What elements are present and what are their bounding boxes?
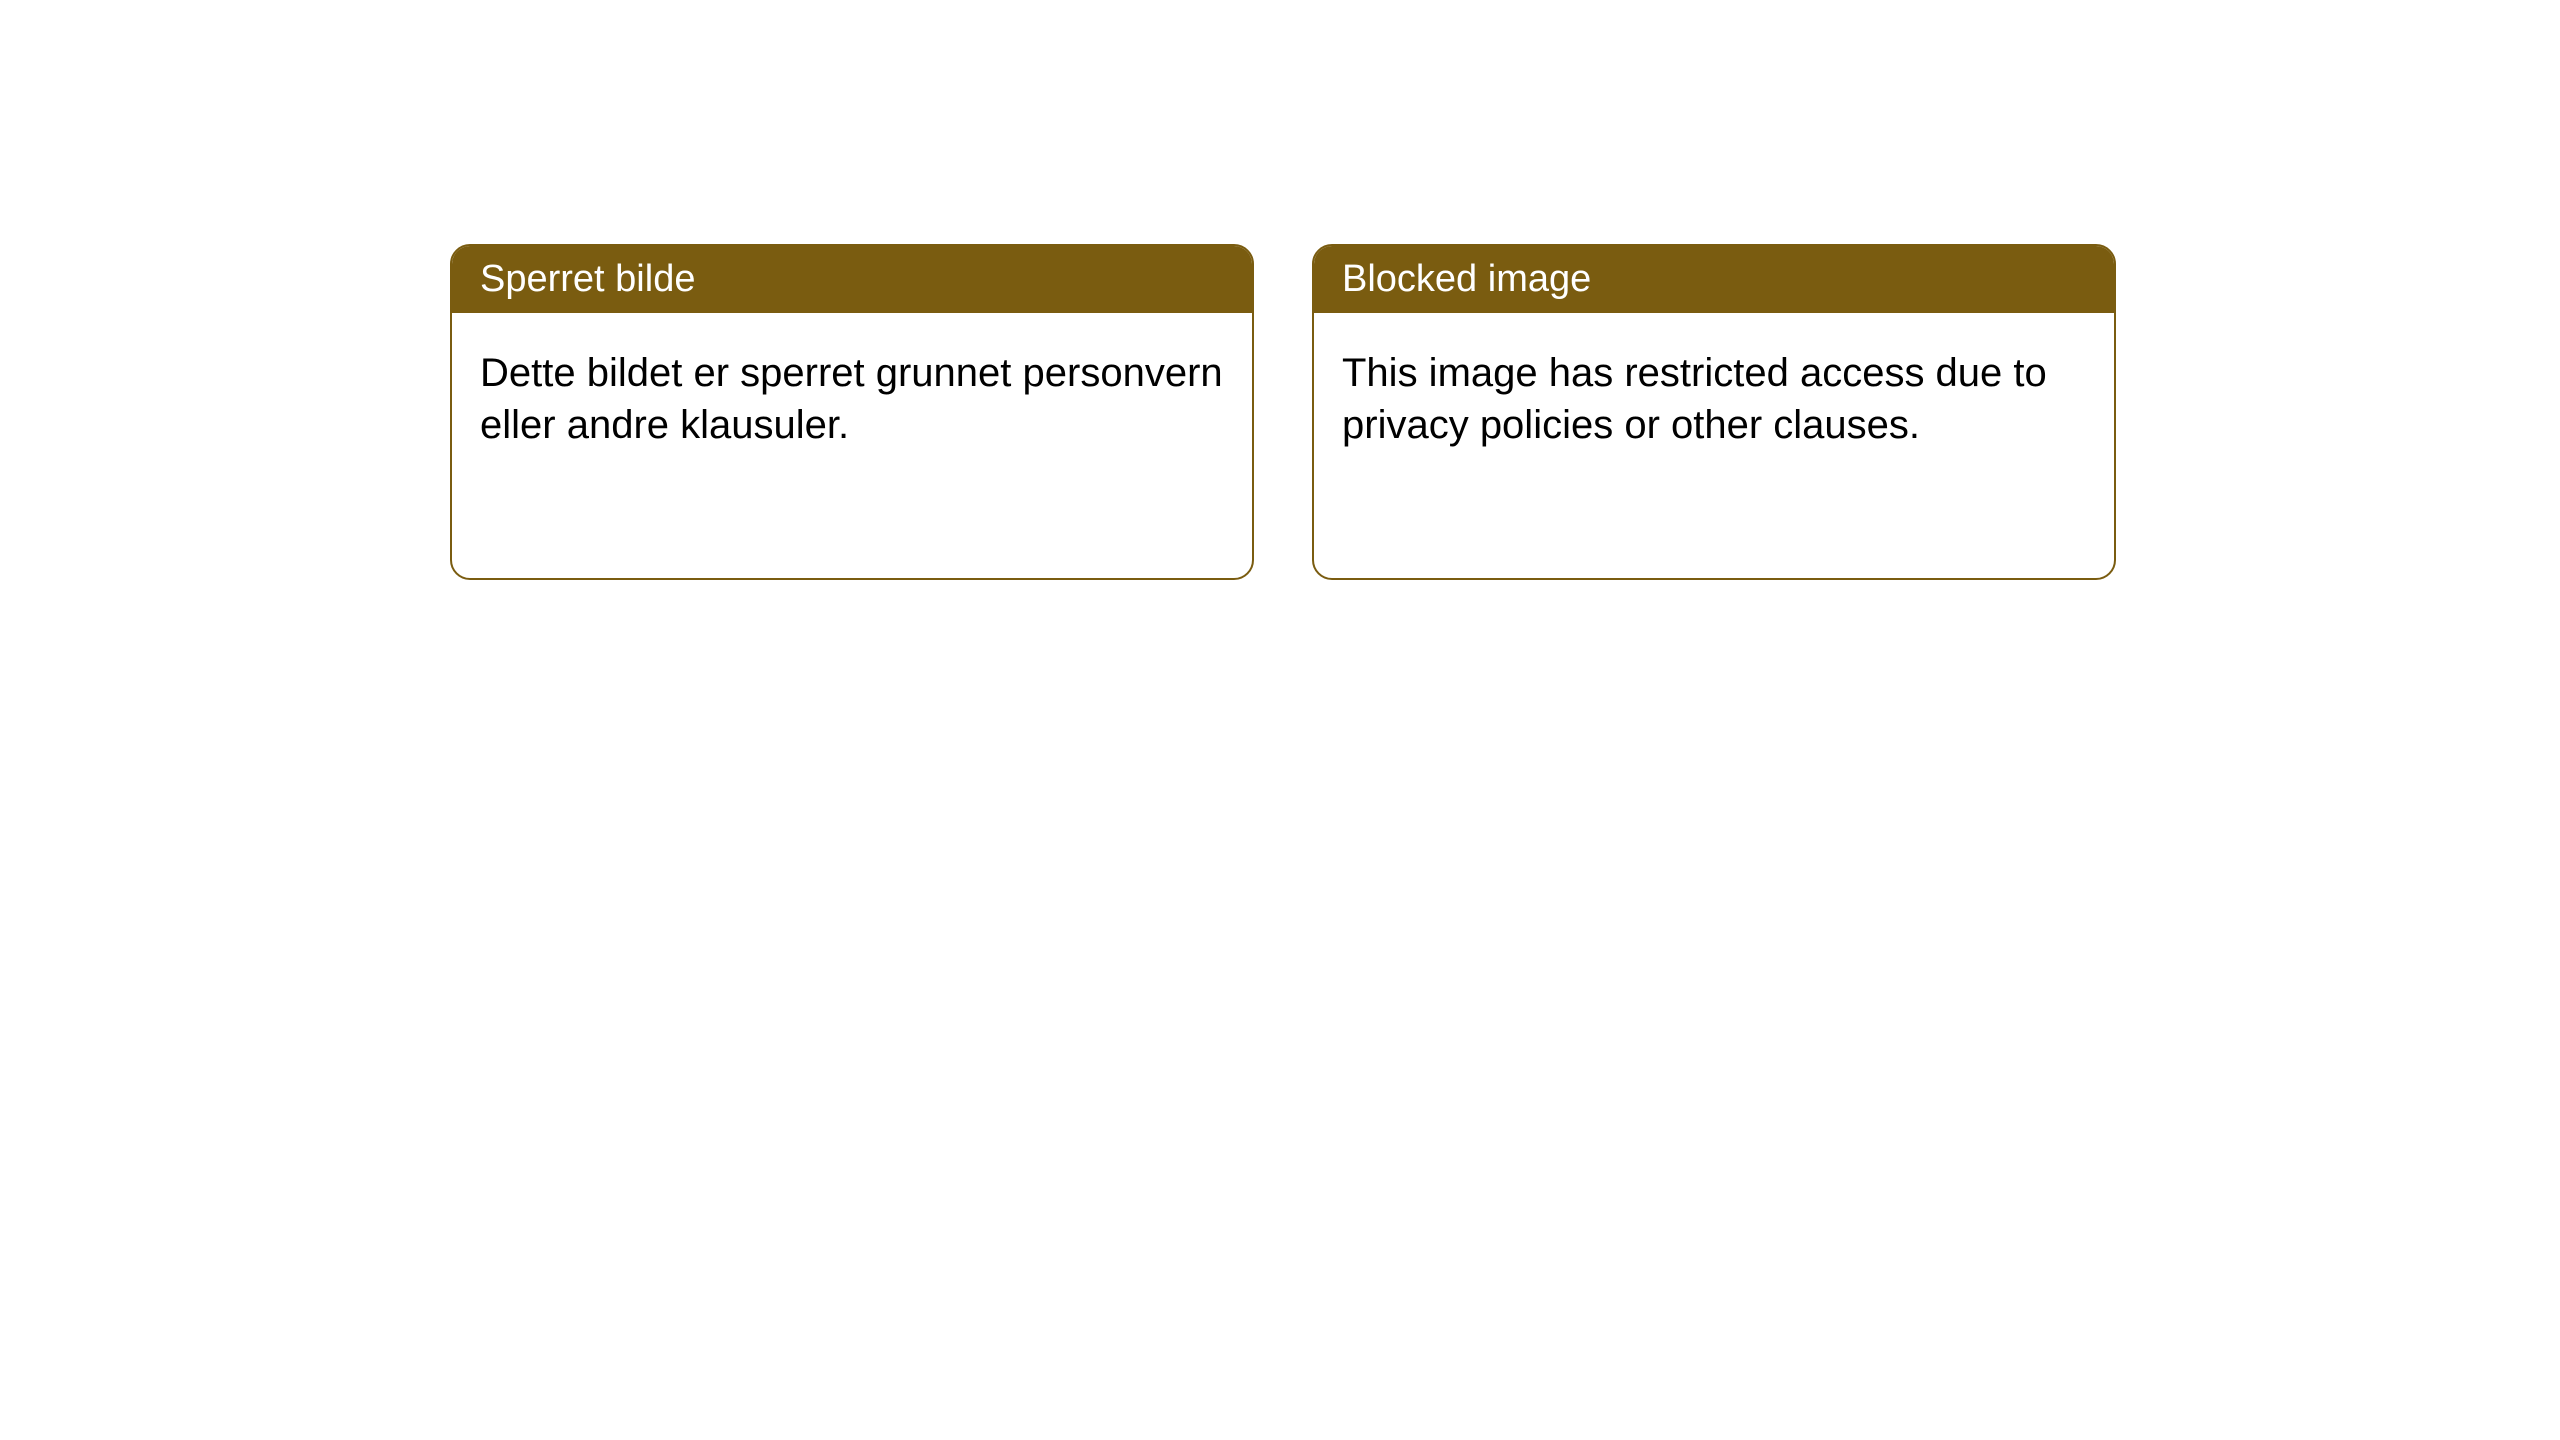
notice-text: Dette bildet er sperret grunnet personve… <box>480 351 1223 447</box>
notice-text: This image has restricted access due to … <box>1342 351 2047 447</box>
notice-body: Dette bildet er sperret grunnet personve… <box>452 313 1252 485</box>
notice-title: Blocked image <box>1342 258 1591 300</box>
notice-card-english: Blocked image This image has restricted … <box>1312 244 2116 580</box>
notice-card-norwegian: Sperret bilde Dette bildet er sperret gr… <box>450 244 1254 580</box>
notice-body: This image has restricted access due to … <box>1314 313 2114 485</box>
notice-container: Sperret bilde Dette bildet er sperret gr… <box>0 0 2560 580</box>
notice-header: Blocked image <box>1314 246 2114 313</box>
notice-header: Sperret bilde <box>452 246 1252 313</box>
notice-title: Sperret bilde <box>480 258 695 300</box>
